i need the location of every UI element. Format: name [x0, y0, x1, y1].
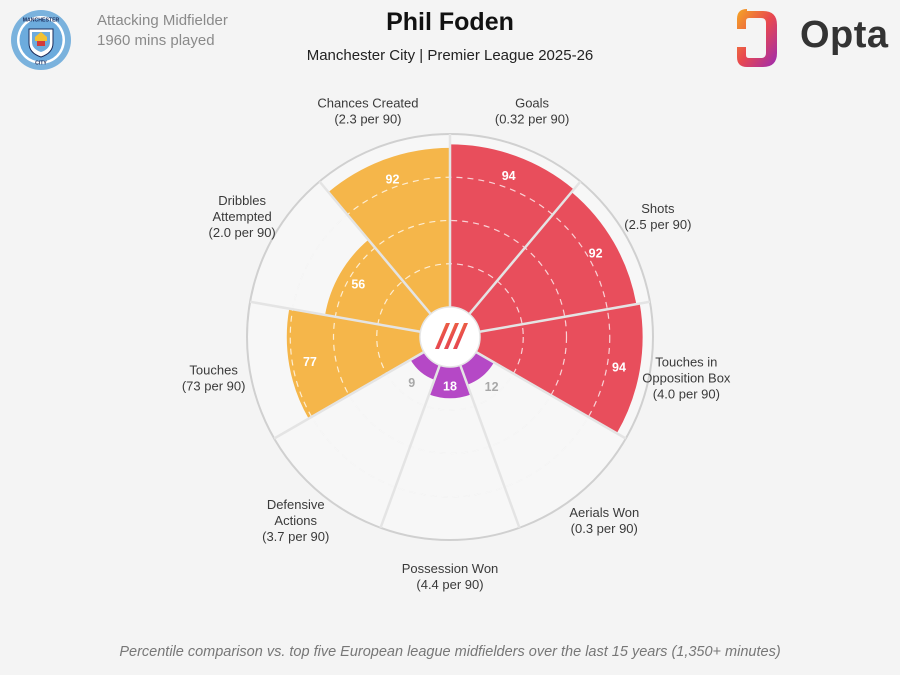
sector-divider-5: [379, 364, 441, 529]
sector-divider-7: [249, 300, 421, 334]
opta-wordmark: Opta: [800, 14, 889, 56]
bar-0: [450, 144, 574, 315]
value-label-5: 9: [408, 376, 415, 390]
bar-6: [286, 308, 425, 419]
crest-text-top: MANCHESTER: [23, 18, 60, 24]
player-meta: Attacking Midfielder 1960 mins played: [97, 11, 228, 51]
page-subtitle: Manchester City | Premier League 2025-26: [306, 47, 594, 64]
value-label-8: 92: [386, 172, 400, 186]
club-crest-logo: MANCHESTER CITY: [11, 10, 71, 70]
chart-footnote: Percentile comparison vs. top five Europ…: [119, 644, 781, 660]
opta-logo-icon: [737, 9, 777, 67]
value-label-1: 92: [589, 246, 603, 260]
sector-divider-2: [479, 300, 651, 334]
value-label-3: 12: [485, 380, 499, 394]
category-label-6: Touches (73 per 90): [182, 363, 246, 394]
category-label-7: Dribbles Attempted (2.0 per 90): [209, 193, 276, 240]
crest-text-bottom: CITY: [35, 61, 47, 67]
value-label-7: 56: [351, 278, 365, 292]
category-label-2: Touches in Opposition Box (4.0 per 90): [642, 355, 731, 402]
bar-5: [410, 352, 440, 380]
category-label-4: Possession Won (4.4 per 90): [402, 561, 499, 592]
value-label-2: 94: [612, 360, 626, 374]
sector-divider-3: [475, 350, 627, 440]
bar-3: [460, 352, 494, 385]
bar-7: [325, 239, 431, 332]
category-label-1: Shots (2.5 per 90): [624, 201, 691, 232]
category-label-0: Goals (0.32 per 90): [495, 95, 569, 126]
category-label-3: Aerials Won (0.3 per 90): [569, 505, 639, 536]
player-position: Attacking Midfielder: [97, 12, 228, 29]
bar-2: [475, 303, 643, 434]
center-logo-icon: [435, 323, 468, 349]
grid-ring-overlay-50: [332, 219, 568, 455]
sector-divider-4: [459, 364, 521, 529]
player-minutes: 1960 mins played: [97, 32, 215, 49]
bar-1: [469, 192, 637, 332]
value-label-6: 77: [303, 355, 317, 369]
sector-divider-8: [318, 180, 432, 315]
category-label-8: Chances Created (2.3 per 90): [317, 95, 418, 126]
sector-divider-1: [468, 180, 582, 315]
page-title: Phil Foden: [386, 8, 514, 36]
category-label-5: Defensive Actions (3.7 per 90): [262, 497, 329, 544]
value-label-4: 18: [443, 380, 457, 394]
value-label-0: 94: [502, 169, 516, 183]
sector-divider-6: [273, 350, 425, 440]
bar-8: [328, 147, 450, 315]
bar-4: [429, 365, 471, 399]
